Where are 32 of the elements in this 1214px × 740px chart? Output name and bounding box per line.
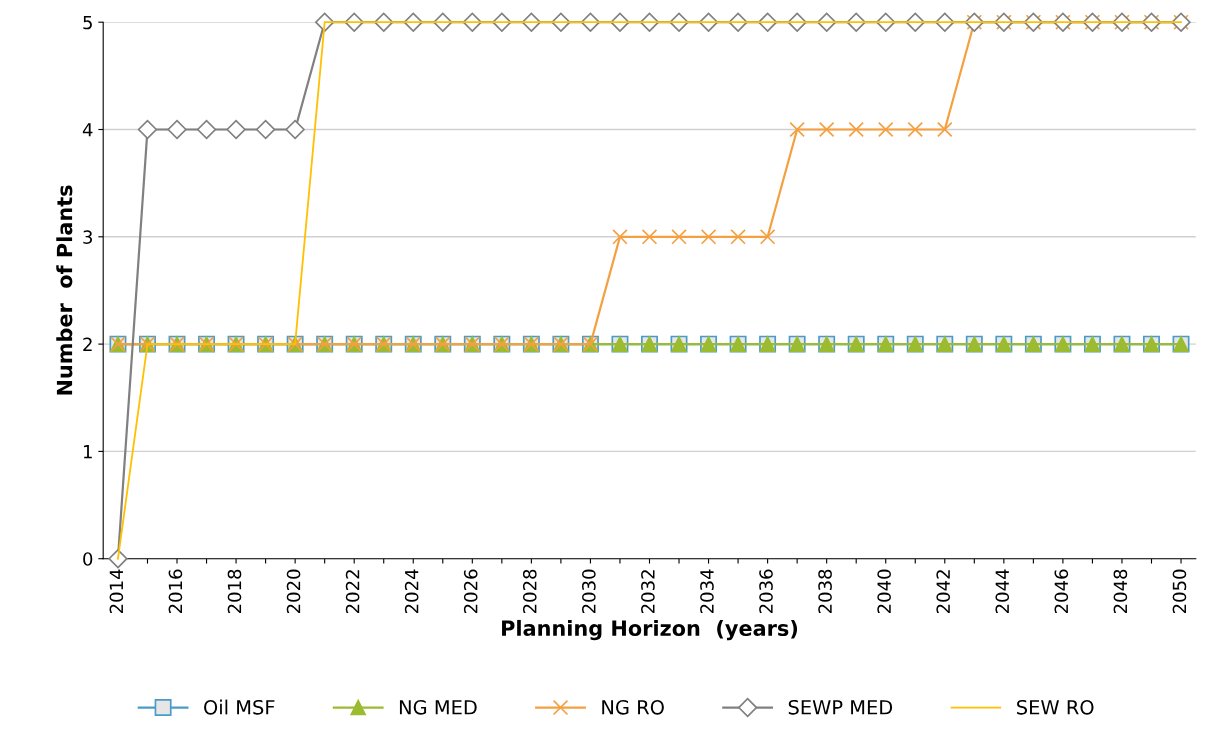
y-tick-label: 2 bbox=[83, 337, 92, 351]
legend-label: Oil MSF bbox=[204, 699, 275, 715]
x-tick-label: 2040 bbox=[877, 569, 891, 614]
legend-label: NG RO bbox=[602, 699, 664, 715]
x-tick-label: 2036 bbox=[759, 569, 773, 614]
x-tick-label: 2030 bbox=[582, 569, 596, 614]
x-tick-label: 2050 bbox=[1172, 569, 1187, 614]
x-axis-title: Planning Horizon (years) bbox=[502, 619, 798, 641]
y-tick-label: 3 bbox=[83, 230, 93, 244]
x-tick-label: 2044 bbox=[995, 569, 1010, 614]
x-tick-label: 2016 bbox=[168, 569, 183, 614]
y-tick-label: 0 bbox=[83, 552, 93, 566]
legend-label: SEW RO bbox=[1017, 699, 1094, 715]
x-tick-label: 2048 bbox=[1113, 569, 1128, 614]
x-tick-label: 2028 bbox=[522, 569, 537, 614]
legend-label: NG MED bbox=[399, 699, 477, 715]
x-tick-label: 2042 bbox=[936, 570, 951, 614]
y-axis-title: Number of Plants bbox=[56, 185, 73, 395]
x-tick-label: 2014 bbox=[109, 569, 124, 614]
x-tick-label: 2020 bbox=[286, 569, 301, 614]
x-tick-label: 2032 bbox=[641, 570, 655, 614]
x-tick-label: 2034 bbox=[700, 569, 714, 614]
legend-label: SEWP MED bbox=[788, 699, 893, 715]
x-tick-label: 2018 bbox=[227, 569, 242, 614]
x-tick-label: 2038 bbox=[818, 569, 832, 614]
x-tick-label: 2046 bbox=[1054, 569, 1069, 614]
x-tick-label: 2026 bbox=[463, 569, 478, 614]
x-tick-label: 2024 bbox=[404, 569, 419, 614]
y-tick-label: 1 bbox=[83, 445, 92, 459]
y-tick-label: 5 bbox=[83, 15, 92, 30]
y-tick-label: 4 bbox=[82, 123, 93, 137]
x-tick-label: 2022 bbox=[345, 570, 360, 614]
